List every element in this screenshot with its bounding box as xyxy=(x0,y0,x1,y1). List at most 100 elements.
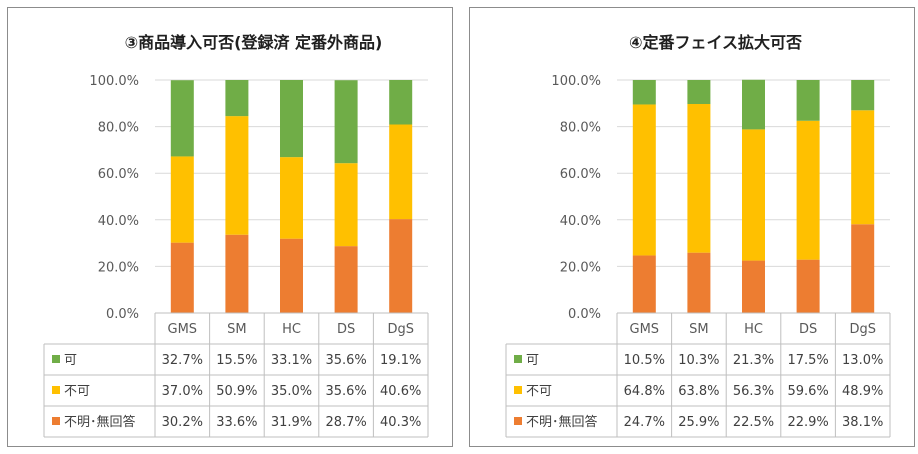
legend-label: 不可 xyxy=(64,384,90,399)
bar-segment xyxy=(225,116,249,235)
bar-segment xyxy=(389,80,413,125)
data-table-value: 13.0% xyxy=(842,353,883,368)
data-table-value: 59.6% xyxy=(787,384,828,399)
bar-segment xyxy=(687,252,711,313)
bar-segment xyxy=(742,260,765,313)
chart-title: ③商品導入可否(登録済 定番外商品) xyxy=(125,33,383,52)
x-category-label: GMS xyxy=(168,322,198,337)
chart-panel-right: ④定番フェイス拡大可否 0.0% 20.0% 40.0% 60.0% 80.0% 100.0… xyxy=(469,7,915,447)
data-table-value: 38.1% xyxy=(842,415,883,430)
bar-segment xyxy=(632,104,656,256)
bar-segment xyxy=(796,120,820,260)
data-table-value: 35.6% xyxy=(325,384,366,399)
data-table-value: 10.3% xyxy=(678,353,719,368)
legend-key xyxy=(52,355,60,363)
bar-segment xyxy=(334,246,358,313)
bar-segment xyxy=(225,80,249,117)
x-category-label: SM xyxy=(689,322,708,337)
data-table-value: 31.9% xyxy=(271,415,312,430)
y-tick-label: 100.0% xyxy=(551,74,601,89)
legend-key xyxy=(514,417,522,425)
data-table-value: 30.2% xyxy=(162,415,203,430)
y-tick-label: 20.0% xyxy=(98,260,139,275)
bar-segment xyxy=(742,79,765,130)
data-table-value: 32.7% xyxy=(162,353,203,368)
data-table-value: 35.0% xyxy=(271,384,312,399)
x-category-label: DS xyxy=(337,322,355,337)
x-category-label: GMS xyxy=(630,322,660,337)
bar-segment xyxy=(632,80,656,105)
data-table-value: 48.9% xyxy=(842,384,883,399)
legend-label: 不明･無回答 xyxy=(64,414,136,430)
y-tick-label: 0.0% xyxy=(568,307,601,322)
bar-segment xyxy=(796,259,820,313)
data-table-value: 35.6% xyxy=(325,353,366,368)
chart-right-svg: ④定番フェイス拡大可否 0.0% 20.0% 40.0% 60.0% 80.0% 100.0… xyxy=(505,33,891,438)
data-table-value: 64.8% xyxy=(624,384,665,399)
legend-label: 不可 xyxy=(526,384,552,399)
x-category-label: HC xyxy=(744,322,763,337)
x-category-label: SM xyxy=(227,322,246,337)
data-table-value: 22.5% xyxy=(733,415,774,430)
y-tick-label: 100.0% xyxy=(89,74,139,89)
x-category-label: DgS xyxy=(849,322,876,337)
data-table-value: 50.9% xyxy=(216,384,257,399)
bar-segment xyxy=(334,163,358,247)
bar-segment xyxy=(742,129,765,261)
y-tick-label: 80.0% xyxy=(560,121,601,136)
bar-segment xyxy=(170,242,194,313)
bar-segment xyxy=(851,80,875,111)
data-table-value: 17.5% xyxy=(787,353,828,368)
data-table-value: 25.9% xyxy=(678,415,719,430)
bar-segment xyxy=(851,110,875,225)
data-table-value: 10.5% xyxy=(624,353,665,368)
y-tick-label: 60.0% xyxy=(560,167,601,182)
data-table-value: 40.3% xyxy=(380,415,421,430)
data-table-value: 15.5% xyxy=(216,353,257,368)
x-category-label: DS xyxy=(799,322,817,337)
bar-segment xyxy=(851,224,875,313)
y-tick-label: 80.0% xyxy=(98,121,139,136)
bar-segment xyxy=(334,80,358,164)
y-tick-label: 60.0% xyxy=(98,167,139,182)
y-tick-label: 40.0% xyxy=(560,214,601,229)
data-table-value: 22.9% xyxy=(787,415,828,430)
bar-segment xyxy=(170,156,194,243)
y-tick-label: 40.0% xyxy=(98,214,139,229)
y-tick-label: 20.0% xyxy=(560,260,601,275)
legend-key xyxy=(52,417,60,425)
legend-key xyxy=(52,386,60,394)
bar-segment xyxy=(389,219,413,313)
data-table-value: 21.3% xyxy=(733,353,774,368)
bar-segment xyxy=(389,124,413,220)
bar-segment xyxy=(280,157,303,239)
legend-key xyxy=(514,386,522,394)
legend-key xyxy=(514,355,522,363)
chart-title: ④定番フェイス拡大可否 xyxy=(629,33,802,52)
bar-segment xyxy=(796,80,820,121)
x-category-label: HC xyxy=(282,322,301,337)
bar-segment xyxy=(632,255,656,313)
data-table-value: 19.1% xyxy=(380,353,421,368)
bar-segment xyxy=(280,238,303,313)
data-table-value: 40.6% xyxy=(380,384,421,399)
bar-segment xyxy=(687,103,711,253)
chart-left-svg: ③商品導入可否(登録済 定番外商品) 0.0% 20.0% 40.0% 60.0% 80.… xyxy=(43,33,429,438)
data-table-value: 33.6% xyxy=(216,415,257,430)
y-tick-label: 0.0% xyxy=(106,307,139,322)
x-category-label: DgS xyxy=(387,322,414,337)
legend-label: 可 xyxy=(64,353,77,368)
data-table-value: 33.1% xyxy=(271,353,312,368)
legend-label: 可 xyxy=(526,353,539,368)
bar-segment xyxy=(170,80,194,157)
data-table-value: 63.8% xyxy=(678,384,719,399)
data-table-value: 28.7% xyxy=(325,415,366,430)
data-table-value: 37.0% xyxy=(162,384,203,399)
bar-segment xyxy=(687,80,711,104)
data-table-value: 56.3% xyxy=(733,384,774,399)
data-table-value: 24.7% xyxy=(624,415,665,430)
legend-label: 不明･無回答 xyxy=(526,414,598,430)
bar-segment xyxy=(225,234,249,313)
chart-panel-left: ③商品導入可否(登録済 定番外商品) 0.0% 20.0% 40.0% 60.0% 80.… xyxy=(7,7,453,447)
bar-segment xyxy=(280,80,303,158)
